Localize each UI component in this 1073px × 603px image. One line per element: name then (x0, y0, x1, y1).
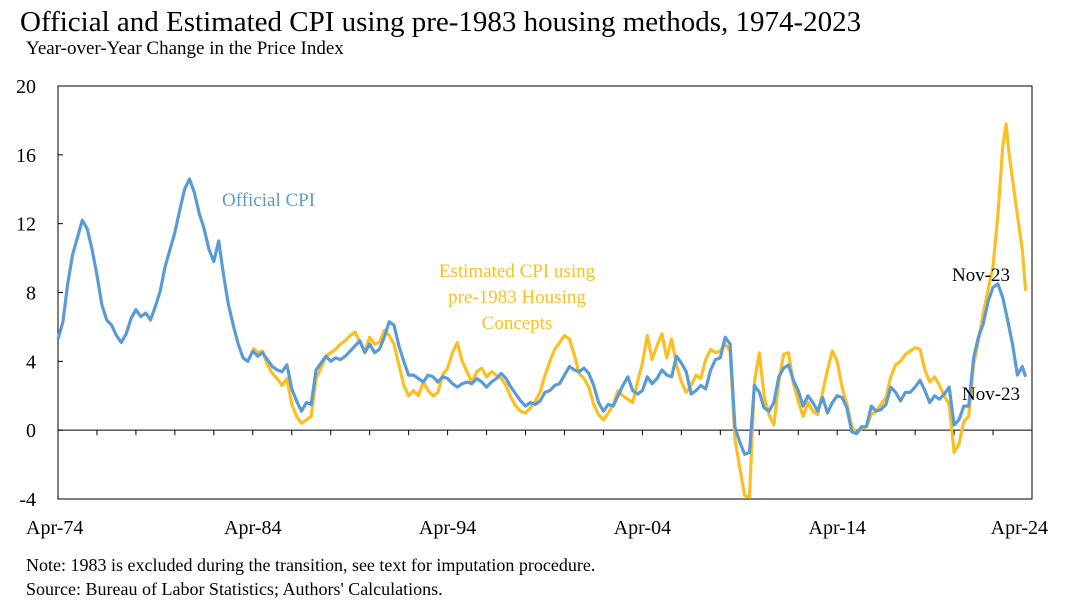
series-group (56, 122, 1028, 499)
note-text: Note: 1983 is excluded during the transi… (26, 555, 596, 575)
y-tick-label: 8 (26, 283, 36, 305)
y-tick-label: 20 (16, 76, 36, 98)
series-labels: Official CPI Estimated CPI using pre-1983 … (222, 190, 1020, 405)
x-tick-label: Apr-04 (614, 517, 671, 539)
chart-title: Official and Estimated CPI using pre-198… (20, 6, 862, 38)
y-tick-label: 16 (16, 145, 36, 167)
y-tick-label: 0 (26, 420, 36, 442)
x-tick-label: Apr-24 (991, 517, 1048, 539)
y-tick-label: -4 (19, 489, 36, 511)
axes: -4 0 4 8 12 16 20 Apr-74 Apr-84 Apr-94 Apr-04 Apr-1… (16, 76, 1048, 539)
chart-subtitle: Year-over-Year Change in the Price Index (26, 38, 344, 59)
x-tick-label: Apr-84 (224, 517, 281, 539)
end-label-estimated: Nov-23 (952, 265, 1010, 286)
source-text: Source: Bureau of Labor Statistics; Auth… (26, 579, 443, 599)
x-tick-label: Apr-74 (26, 517, 83, 539)
end-label-official: Nov-23 (962, 384, 1020, 405)
series-label-estimated-cpi: pre-1983 Housing (448, 287, 586, 308)
y-tick-label: 4 (26, 351, 36, 373)
x-tick-label: Apr-14 (809, 517, 866, 539)
series-line-estimated-cpi (251, 122, 1028, 499)
series-line-official-cpi (56, 177, 1028, 456)
series-label-official-cpi: Official CPI (222, 190, 315, 211)
series-label-estimated-cpi: Concepts (482, 313, 553, 334)
x-tick-label: Apr-94 (419, 517, 476, 539)
series-label-estimated-cpi: Estimated CPI using (439, 261, 596, 282)
y-tick-label: 12 (16, 214, 36, 236)
